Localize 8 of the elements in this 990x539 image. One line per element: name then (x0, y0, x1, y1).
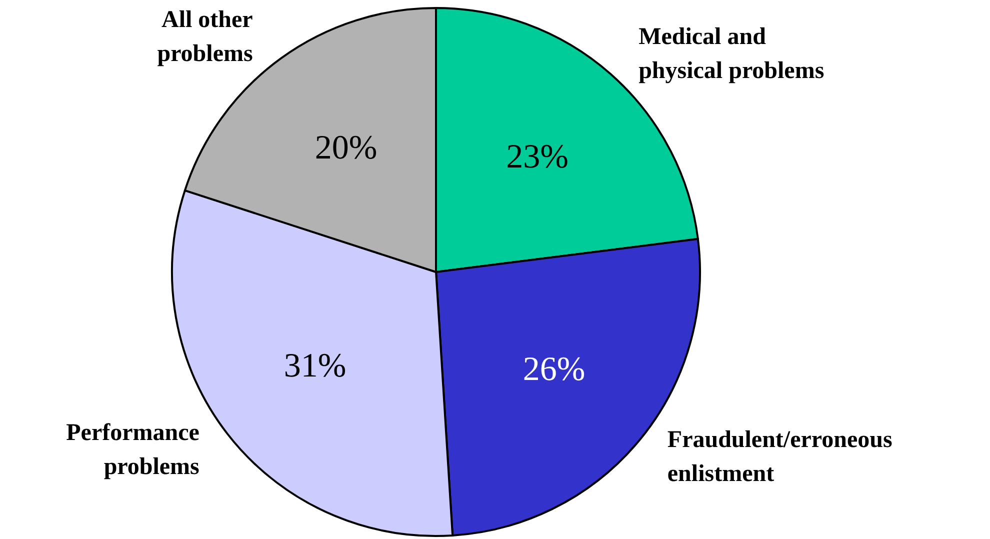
slice-label: Medical and physical problems (638, 24, 824, 84)
slice-label: Fraudulent/erroneous enlistment (667, 427, 892, 488)
data-label: 23% (506, 138, 568, 176)
data-label: 26% (522, 351, 586, 388)
data-label: 20% (314, 130, 378, 167)
slice-label: All other problems (157, 7, 254, 68)
data-label: 31% (284, 347, 346, 384)
slice-label: Performance problems (66, 420, 200, 480)
